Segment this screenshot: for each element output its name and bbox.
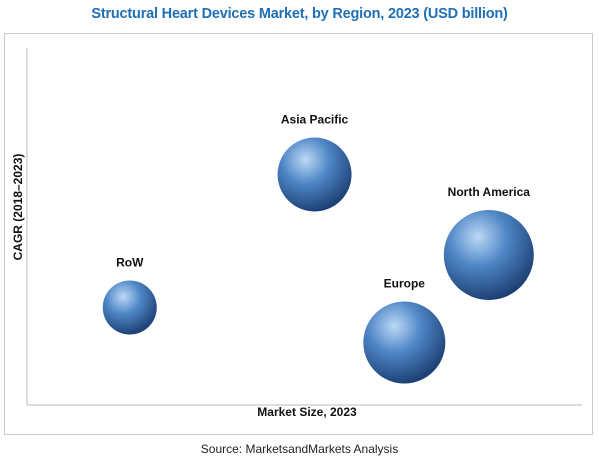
chart-title: Structural Heart Devices Market, by Regi…: [91, 6, 508, 22]
bubble-north-america: [443, 210, 534, 300]
bubble-label-row: RoW: [116, 256, 144, 270]
bubbles-group: Asia Pacific North America RoW Europe: [102, 113, 534, 384]
bubble-asia-pacific: [277, 137, 352, 212]
bubble-label-europe: Europe: [384, 277, 426, 291]
chart-frame: [4, 33, 593, 435]
x-axis-title: Market Size, 2023: [257, 405, 357, 419]
source-note: Source: MarketsandMarkets Analysis: [200, 442, 399, 456]
bubble-label-asia-pacific: Asia Pacific: [281, 113, 349, 127]
y-axis-title: CAGR (2018–2023): [11, 154, 25, 261]
bubble-europe: [363, 301, 446, 384]
bubble-row: [102, 280, 157, 335]
bubble-label-north-america: North America: [448, 185, 531, 199]
